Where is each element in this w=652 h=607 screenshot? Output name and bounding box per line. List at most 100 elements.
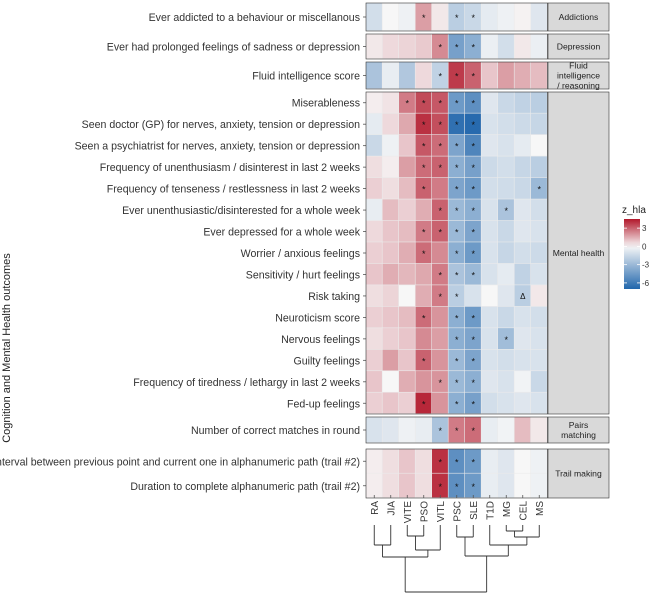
heatmap-cell (399, 199, 415, 221)
heatmap-cell (399, 473, 415, 498)
heatmap-cell (448, 371, 465, 392)
significance-marker: * (471, 313, 475, 323)
heatmap-cell (498, 242, 514, 264)
significance-marker: * (438, 378, 442, 388)
heatmap-cell (481, 306, 498, 328)
heatmap-cell (432, 449, 448, 473)
panel-border (365, 91, 548, 415)
heatmap-cell (514, 3, 531, 31)
heatmap-cell (448, 349, 465, 371)
significance-marker: * (471, 399, 475, 409)
heatmap-cell (481, 34, 498, 59)
x-tick-label: JIA (386, 501, 397, 516)
significance-marker: * (471, 356, 475, 366)
significance-marker: * (422, 13, 426, 23)
facet-strip-label: Trail making (555, 469, 602, 479)
heatmap-cell (448, 449, 465, 473)
heatmap-cell (481, 92, 498, 113)
heatmap-cell (514, 156, 531, 178)
heatmap-cell (481, 285, 498, 307)
row-label: Duration to complete alphanumeric path (… (130, 481, 360, 493)
legend-tick-label: -3 (642, 261, 650, 270)
heatmap-cell (514, 449, 531, 473)
heatmap-cell (382, 263, 399, 285)
legend-tick-label: -6 (642, 279, 650, 288)
heatmap-cell (531, 92, 547, 113)
significance-marker: * (438, 72, 442, 82)
significance-marker: * (422, 356, 426, 366)
row-label: Fluid intelligence score (252, 71, 360, 83)
facet-strip-label: matching (561, 430, 596, 440)
facet-strip-label: Mental health (553, 248, 605, 258)
heatmap-cell (399, 328, 415, 349)
heatmap-cell (382, 392, 399, 414)
legend-colorbar (624, 219, 640, 289)
heatmap-cell (481, 156, 498, 178)
heatmap-cell (531, 113, 547, 135)
significance-marker: * (422, 228, 426, 238)
row-label: Frequency of unenthusiasm / disinterest … (100, 162, 360, 174)
heatmap-cell (465, 92, 481, 113)
row-label: Frequency of tenseness / restlessness in… (107, 184, 360, 196)
heatmap-cell (498, 449, 514, 473)
heatmap-cell (399, 417, 415, 443)
heatmap-cell (481, 392, 498, 414)
heatmap-cell (382, 156, 399, 178)
significance-marker: * (438, 43, 442, 53)
heatmap-cell (531, 473, 547, 498)
heatmap-cell (498, 392, 514, 414)
heatmap-cell (498, 92, 514, 113)
heatmap-cell (399, 220, 415, 242)
heatmap-cell (498, 156, 514, 178)
heatmap-cell (399, 263, 415, 285)
x-tick-label: MG (502, 501, 513, 517)
heatmap-cell (382, 62, 399, 89)
heatmap-cell (531, 349, 547, 371)
x-tick-label: VITL (436, 501, 447, 523)
significance-marker: * (471, 185, 475, 195)
heatmap-cell (498, 328, 514, 349)
heatmap-cell (481, 220, 498, 242)
significance-marker: * (471, 270, 475, 280)
heatmap-cell (415, 473, 432, 498)
x-tick-label: CEL (518, 501, 529, 521)
facet-strip (547, 2, 610, 32)
heatmap-cell (514, 328, 531, 349)
facet-strip (547, 33, 610, 60)
heatmap-cell (514, 134, 531, 156)
heatmap-cell (448, 92, 465, 113)
heatmap-cell (366, 156, 382, 178)
x-tick-label: PSC (452, 501, 463, 522)
heatmap-cell (399, 34, 415, 59)
heatmap-cell (382, 449, 399, 473)
panel-border (365, 416, 548, 444)
facet-strip (547, 91, 610, 415)
heatmap-cell (465, 449, 481, 473)
heatmap-cell (514, 473, 531, 498)
heatmap-cell (448, 328, 465, 349)
heatmap-cell (448, 134, 465, 156)
heatmap-cell (382, 3, 399, 31)
heatmap-cell (366, 34, 382, 59)
row-label: Neuroticism score (275, 312, 360, 324)
heatmap-cell (465, 242, 481, 264)
heatmap-cell (465, 285, 481, 307)
panel-border (365, 33, 548, 60)
heatmap-cell (531, 242, 547, 264)
heatmap-cell (448, 3, 465, 31)
heatmap-cell (415, 113, 432, 135)
heatmap-cell (448, 220, 465, 242)
heatmap-cell (415, 34, 432, 59)
heatmap-cell (432, 220, 448, 242)
significance-marker: * (422, 120, 426, 130)
heatmap-cell (448, 417, 465, 443)
heatmap-cell (465, 392, 481, 414)
facet-strip-label: Addictions (559, 12, 599, 22)
heatmap-cell (481, 349, 498, 371)
significance-marker: * (438, 228, 442, 238)
heatmap-cell (481, 328, 498, 349)
significance-marker: Δ (520, 292, 526, 301)
heatmap-cell (498, 371, 514, 392)
facet-strip-label: Pairs (569, 420, 589, 430)
heatmap-cell (448, 199, 465, 221)
